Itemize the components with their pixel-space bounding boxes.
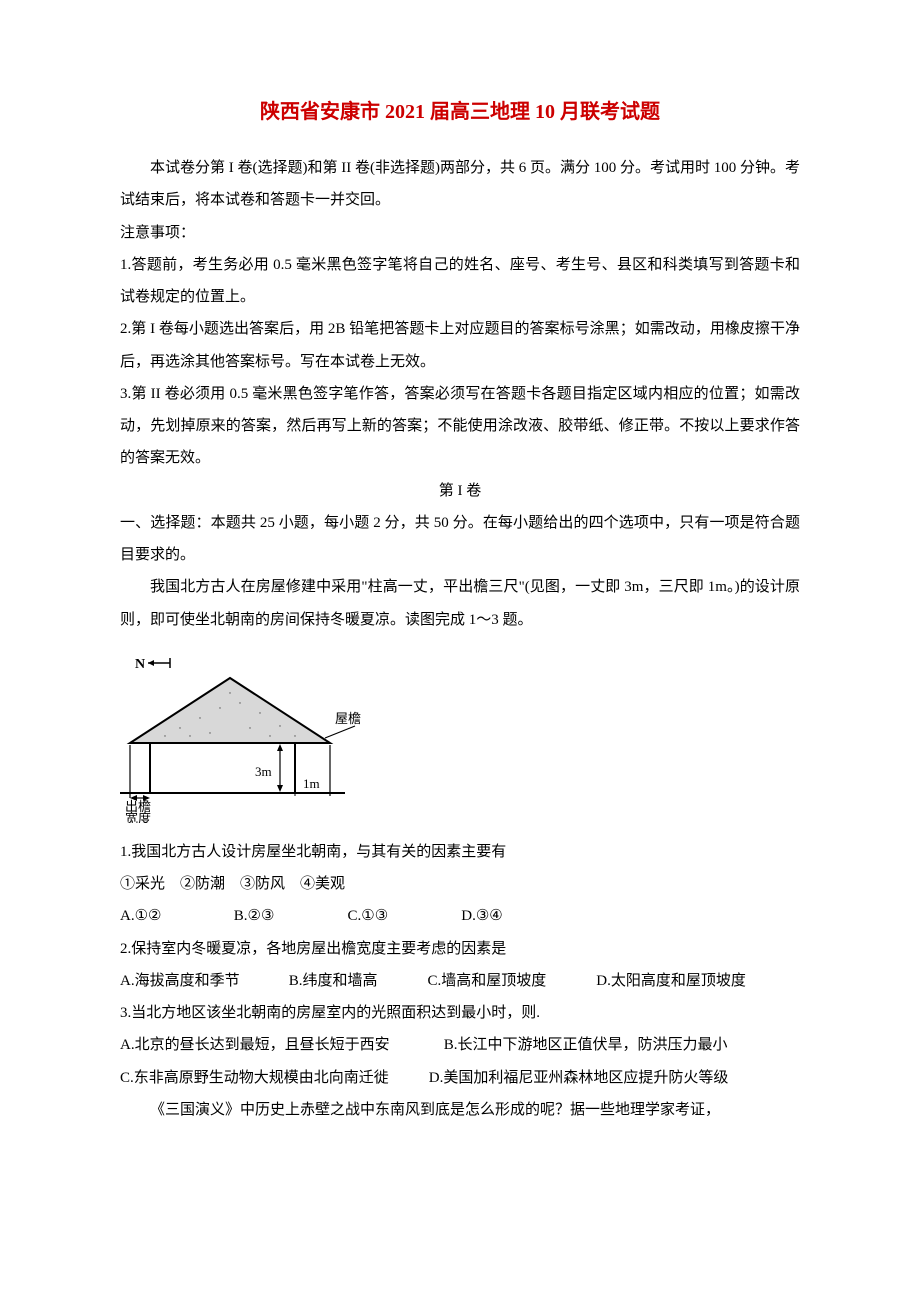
- q1-option-d: D.③④: [461, 900, 571, 932]
- q2-option-a: A.海拔高度和季节: [120, 965, 285, 997]
- notice-label: 注意事项：: [120, 217, 800, 249]
- width-label-text: 1m: [303, 776, 320, 791]
- exam-title: 陕西省安康市 2021 届高三地理 10 月联考试题: [120, 95, 800, 124]
- q2-option-d: D.太阳高度和屋顶坡度: [596, 965, 746, 997]
- q3-options-row2: C.东非高原野生动物大规模由北向南迁徙 D.美国加利福尼亚州森林地区应提升防火等…: [120, 1062, 800, 1094]
- q3-option-d: D.美国加利福尼亚州森林地区应提升防火等级: [429, 1062, 729, 1094]
- section1-intro: 一、选择题：本题共 25 小题，每小题 2 分，共 50 分。在每小题给出的四个…: [120, 507, 800, 572]
- notice-2: 2.第 I 卷每小题选出答案后，用 2B 铅笔把答题卡上对应题目的答案标号涂黑；…: [120, 313, 800, 378]
- passage1: 我国北方古人在房屋修建中采用"柱高一丈，平出檐三尺"(见图，一丈即 3m，三尺即…: [120, 571, 800, 636]
- q2-stem: 2.保持室内冬暖夏凉，各地房屋出檐宽度主要考虑的因素是: [120, 933, 800, 965]
- q2-option-b: B.纬度和墙高: [289, 965, 424, 997]
- section1-label: 第 I 卷: [120, 475, 800, 507]
- q3-option-a: A.北京的昼长达到最短，且昼长短于西安: [120, 1029, 440, 1061]
- q3-options-row1: A.北京的昼长达到最短，且昼长短于西安 B.长江中下游地区正值伏旱，防洪压力最小: [120, 1029, 800, 1061]
- notice-1: 1.答题前，考生务必用 0.5 毫米黑色签字笔将自己的姓名、座号、考生号、县区和…: [120, 249, 800, 314]
- north-label-text: N: [135, 657, 145, 672]
- q1-stem: 1.我国北方古人设计房屋坐北朝南，与其有关的因素主要有: [120, 836, 800, 868]
- q3-option-b: B.长江中下游地区正值伏旱，防洪压力最小: [444, 1029, 728, 1061]
- q3-stem: 3.当北方地区该坐北朝南的房屋室内的光照面积达到最小时，则.: [120, 997, 800, 1029]
- eave-label-text: 屋檐: [335, 711, 361, 726]
- q1-option-c: C.①③: [348, 900, 458, 932]
- title-text: 陕西省安康市 2021 届高三地理 10 月联考试题: [260, 101, 660, 123]
- q2-options: A.海拔高度和季节 B.纬度和墙高 C.墙高和屋顶坡度 D.太阳高度和屋顶坡度: [120, 965, 800, 997]
- q1-option-a: A.①②: [120, 900, 230, 932]
- height-label-text: 3m: [255, 764, 272, 779]
- intro-paragraph: 本试卷分第 I 卷(选择题)和第 II 卷(非选择题)两部分，共 6 页。满分 …: [120, 152, 800, 217]
- passage2: 《三国演义》中历史上赤壁之战中东南风到底是怎么形成的呢？据一些地理学家考证，: [120, 1094, 800, 1126]
- q3-option-c: C.东非高原野生动物大规模由北向南迁徙: [120, 1062, 425, 1094]
- bottom-label-line2: 宽度: [125, 811, 151, 823]
- house-diagram: N 屋檐 3m 1m: [120, 648, 800, 828]
- q1-options: A.①② B.②③ C.①③ D.③④: [120, 900, 800, 932]
- q1-option-b: B.②③: [234, 900, 344, 932]
- notice-3: 3.第 II 卷必须用 0.5 毫米黑色签字笔作答，答案必须写在答题卡各题目指定…: [120, 378, 800, 475]
- q2-option-c: C.墙高和屋顶坡度: [428, 965, 593, 997]
- q1-items: ①采光 ②防潮 ③防风 ④美观: [120, 868, 800, 900]
